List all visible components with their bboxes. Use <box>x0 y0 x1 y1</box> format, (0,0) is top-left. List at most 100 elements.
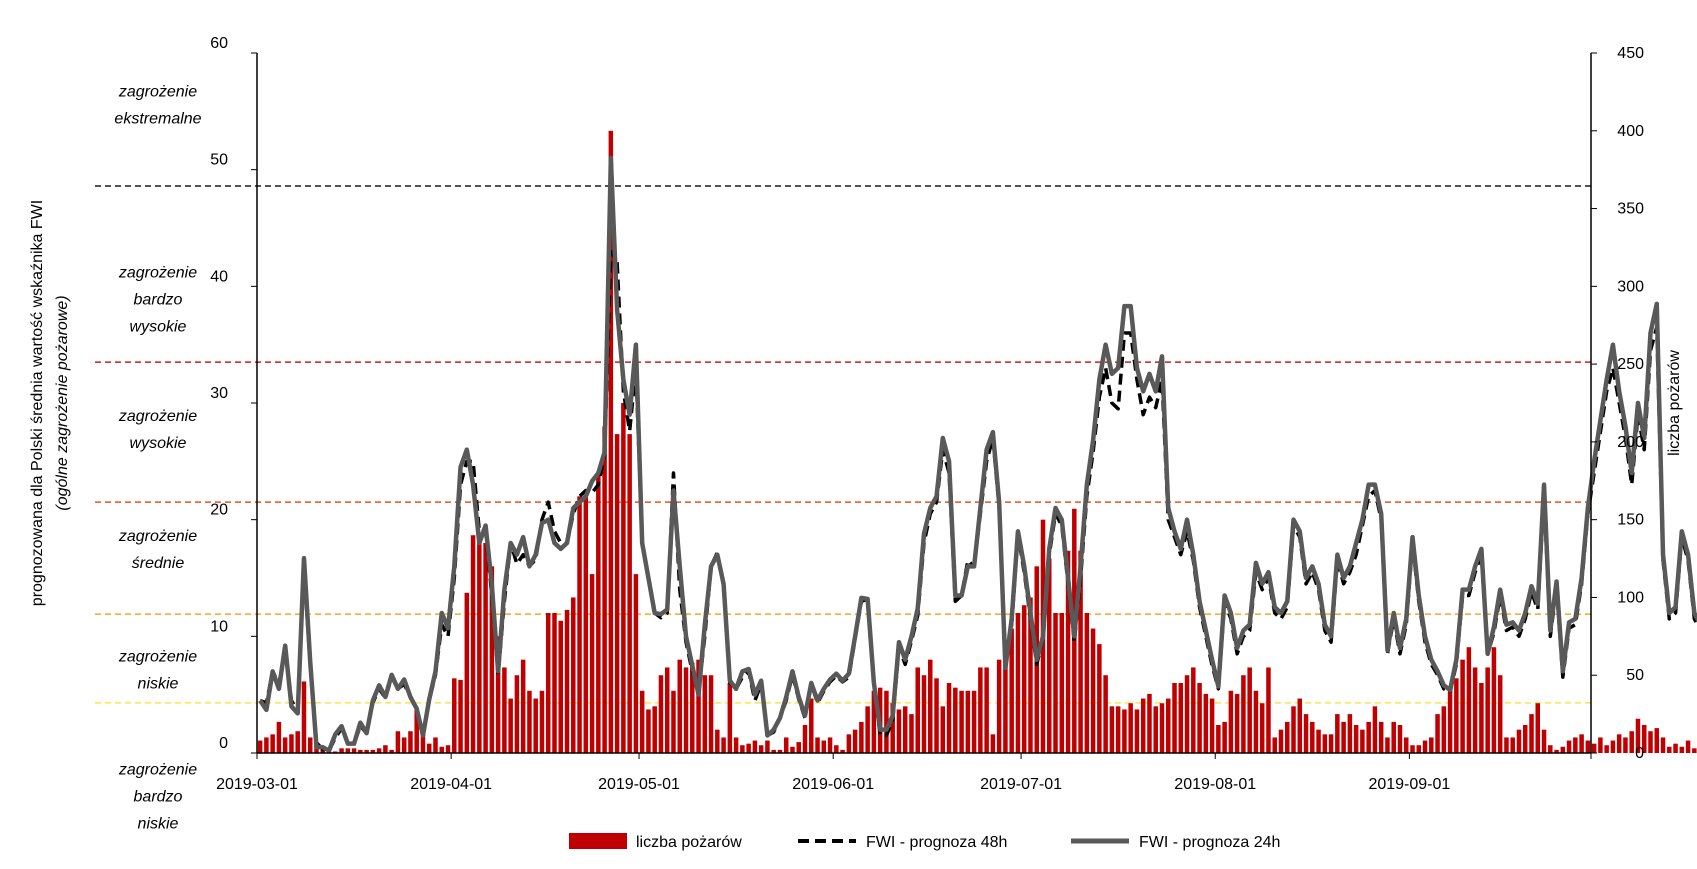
fire-bar <box>1460 659 1465 753</box>
fire-bar <box>1598 737 1603 753</box>
fire-bar <box>621 403 626 753</box>
fire-bar <box>1090 628 1096 753</box>
fire-bar <box>965 690 971 753</box>
fire-bar <box>1015 613 1021 753</box>
fire-bar <box>1692 748 1697 753</box>
fire-bar <box>733 737 739 753</box>
fire-bar <box>809 698 814 753</box>
fire-bar <box>1097 644 1102 753</box>
chart-legend: liczba pożarów FWI - prognoza 48h FWI - … <box>569 833 1280 851</box>
fire-bar <box>1316 729 1321 753</box>
fire-bar <box>320 749 326 753</box>
zone-label-line: zagrożenie <box>118 408 197 425</box>
fire-bar <box>1416 745 1422 753</box>
fire-bar <box>539 690 545 753</box>
fire-bar <box>959 690 964 753</box>
fire-bar <box>896 709 902 753</box>
fire-bar <box>852 729 858 753</box>
zone-label-line: zagrożenie <box>118 762 197 779</box>
fire-bar <box>1059 613 1065 753</box>
fire-bar <box>270 734 275 753</box>
left-tick-label: 40 <box>210 268 228 285</box>
fire-bar <box>1266 667 1271 753</box>
fire-bar <box>639 690 645 753</box>
zone-label-line: zagrożenie <box>118 648 197 665</box>
fire-bar <box>902 706 908 753</box>
fire-bar <box>1397 725 1403 753</box>
fire-bar <box>752 740 758 753</box>
fire-bar <box>758 745 764 753</box>
fire-bar <box>1679 746 1685 753</box>
fire-bar <box>1328 734 1334 753</box>
fire-bar <box>984 667 989 753</box>
fire-bar <box>1047 558 1052 753</box>
fire-bar <box>990 734 996 753</box>
fire-bar <box>1391 721 1396 753</box>
fire-bar <box>1241 675 1246 753</box>
fire-bar <box>1641 725 1647 753</box>
y-axis-left-title: prognozowana dla Polski średnia wartość … <box>29 200 46 606</box>
fire-bar <box>708 675 714 753</box>
fire-bar <box>1635 718 1641 753</box>
fire-bar <box>445 745 451 753</box>
fire-bar <box>1472 667 1478 753</box>
x-axis-ticks: 2019-03-01 2019-04-01 2019-05-01 2019-06-01… <box>216 753 1592 793</box>
fire-bar <box>1341 721 1346 753</box>
fire-bar <box>1410 745 1415 753</box>
fire-bar <box>740 745 745 753</box>
fire-bar <box>483 543 488 753</box>
fire-bar <box>333 751 338 753</box>
right-tick-label: 400 <box>1617 123 1644 140</box>
fire-bar <box>721 737 726 753</box>
fire-bar <box>464 592 470 753</box>
fire-bar <box>571 597 576 753</box>
left-tick-label: 60 <box>210 35 228 52</box>
fire-bar <box>1247 667 1252 753</box>
legend-label-fires: liczba pożarów <box>636 834 742 851</box>
fire-bar <box>345 748 351 753</box>
fire-bar <box>1566 740 1572 753</box>
right-axis-ticks: 0 50 100 150 200 250 300 350 400 450 <box>1591 45 1644 762</box>
fire-bar <box>389 749 394 753</box>
fire-bar <box>940 706 946 753</box>
fire-bar <box>1497 675 1503 753</box>
fire-bar <box>489 566 495 753</box>
fire-bar <box>1616 734 1622 753</box>
fire-bar <box>295 731 300 753</box>
fire-bar <box>921 675 927 753</box>
fire-bar <box>1209 698 1215 753</box>
zone-label-line: bardzo <box>134 292 183 309</box>
zone-label-line: zagrożenie <box>118 84 197 101</box>
fire-bar <box>1610 740 1616 753</box>
fire-bar <box>383 745 388 753</box>
fire-bar <box>1529 714 1534 753</box>
fire-bar <box>928 659 933 753</box>
fire-bar <box>558 620 564 753</box>
danger-threshold-lines <box>95 185 1591 704</box>
fire-bar <box>339 748 344 753</box>
legend-label-48h: FWI - prognoza 48h <box>866 834 1007 851</box>
fire-bar <box>1140 698 1146 753</box>
zone-label-line: niskie <box>138 816 179 833</box>
fire-bar <box>1429 737 1434 753</box>
fire-bar <box>1259 703 1265 753</box>
fire-bar <box>364 749 369 753</box>
fire-bar <box>1021 605 1027 753</box>
left-tick-label: 20 <box>210 502 228 519</box>
fire-bar <box>715 729 720 753</box>
fire-bar <box>1053 613 1058 753</box>
right-tick-label: 150 <box>1617 512 1644 529</box>
fire-bar <box>815 737 820 753</box>
fire-bar <box>1560 746 1566 753</box>
x-tick-label: 2019-09-01 <box>1368 776 1450 793</box>
fire-bar <box>1291 706 1296 753</box>
fire-bar <box>1585 740 1591 753</box>
fire-bar <box>821 740 827 753</box>
fire-bar <box>458 679 463 753</box>
zone-label-line: bardzo <box>134 789 183 806</box>
fire-bar <box>1128 703 1133 753</box>
fire-bar <box>1591 743 1597 753</box>
fire-bar <box>1516 729 1522 753</box>
fire-bar <box>1272 737 1277 753</box>
